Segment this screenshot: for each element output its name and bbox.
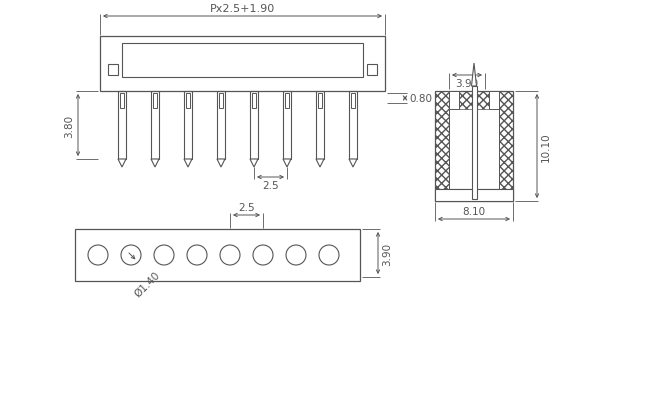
- Polygon shape: [316, 160, 324, 168]
- Circle shape: [88, 245, 108, 265]
- Text: Px2.5+1.90: Px2.5+1.90: [210, 4, 275, 14]
- Circle shape: [187, 245, 207, 265]
- Bar: [449, 92, 459, 110]
- Bar: [435, 190, 513, 201]
- Bar: [349, 92, 357, 160]
- Bar: [120, 94, 124, 109]
- Circle shape: [286, 245, 306, 265]
- Polygon shape: [471, 64, 477, 87]
- Polygon shape: [217, 160, 225, 168]
- Text: 8.10: 8.10: [462, 207, 486, 217]
- Bar: [252, 94, 256, 109]
- Bar: [499, 92, 513, 201]
- Text: 2.5: 2.5: [238, 203, 255, 213]
- Bar: [367, 65, 377, 76]
- Bar: [217, 92, 225, 160]
- Text: 2.5: 2.5: [263, 180, 279, 190]
- Bar: [471, 87, 477, 200]
- Circle shape: [319, 245, 339, 265]
- Circle shape: [220, 245, 240, 265]
- Bar: [459, 92, 489, 110]
- Text: 0.80: 0.80: [409, 94, 432, 104]
- Text: 3.80: 3.80: [64, 114, 74, 137]
- Polygon shape: [349, 160, 357, 168]
- Circle shape: [154, 245, 174, 265]
- Bar: [351, 94, 355, 109]
- Polygon shape: [250, 160, 258, 168]
- Bar: [318, 94, 322, 109]
- Bar: [151, 92, 159, 160]
- Bar: [186, 94, 190, 109]
- Bar: [153, 94, 157, 109]
- Bar: [108, 65, 118, 76]
- Bar: [285, 94, 289, 109]
- Bar: [316, 92, 324, 160]
- Polygon shape: [184, 160, 192, 168]
- Bar: [489, 92, 499, 110]
- Polygon shape: [283, 160, 291, 168]
- Bar: [75, 229, 360, 281]
- Bar: [100, 37, 385, 92]
- Text: 3.90: 3.90: [455, 79, 479, 89]
- Polygon shape: [151, 160, 159, 168]
- Circle shape: [121, 245, 141, 265]
- Polygon shape: [118, 160, 126, 168]
- Bar: [219, 94, 223, 109]
- Bar: [184, 92, 192, 160]
- Text: 3.90: 3.90: [382, 242, 392, 265]
- Bar: [283, 92, 291, 160]
- Bar: [250, 92, 258, 160]
- Bar: [435, 92, 449, 201]
- Text: Ø1.40: Ø1.40: [133, 269, 162, 298]
- Circle shape: [253, 245, 273, 265]
- Bar: [118, 92, 126, 160]
- Text: 10.10: 10.10: [541, 132, 551, 162]
- Bar: [122, 44, 363, 78]
